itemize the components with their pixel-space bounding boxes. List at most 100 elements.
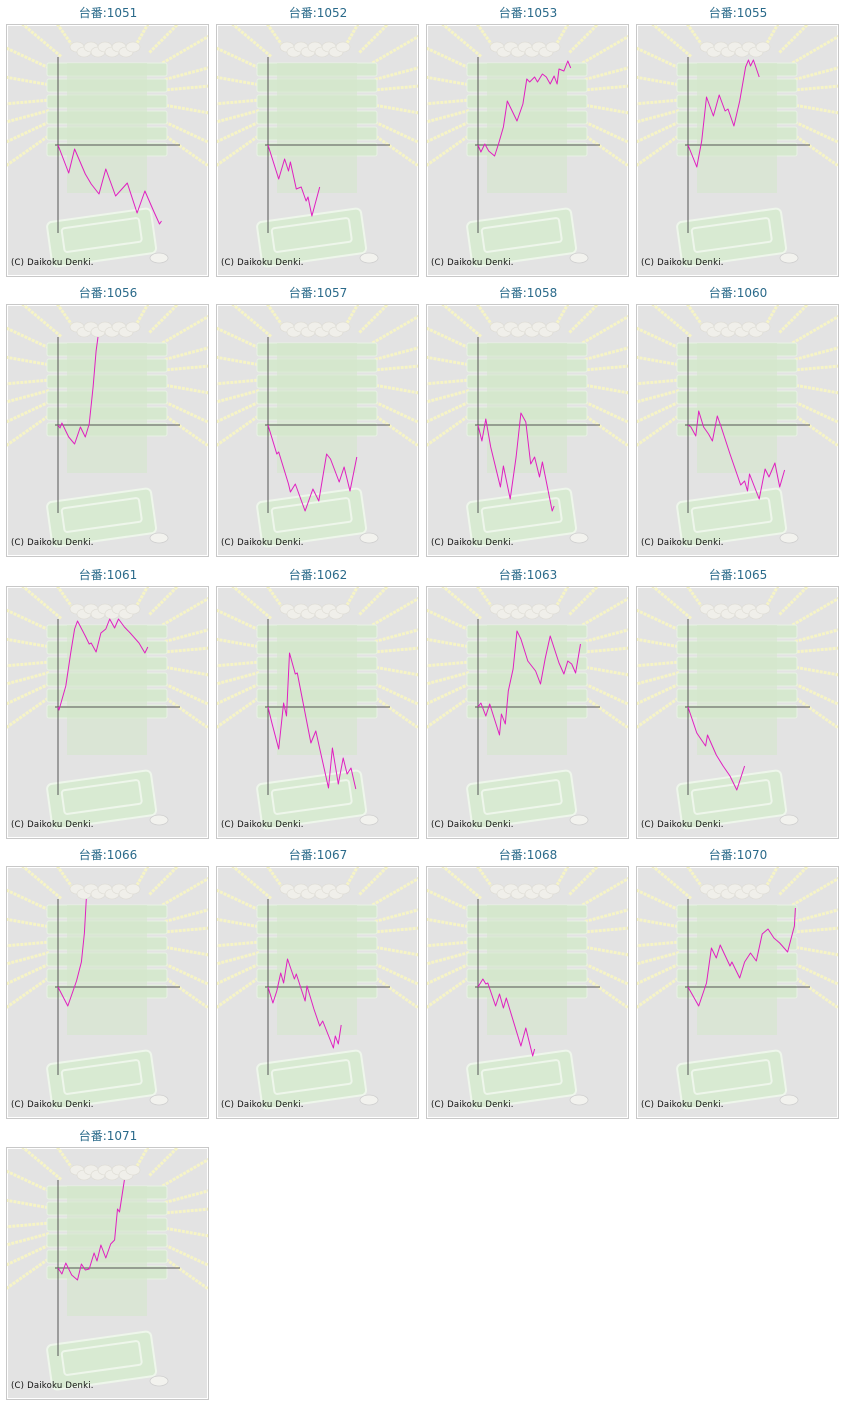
ray-icon: [231, 867, 273, 900]
machine-number-title[interactable]: 台番:1070: [708, 848, 768, 862]
machine-number-title[interactable]: 台番:1061: [78, 568, 138, 582]
ray-icon: [795, 665, 838, 677]
coin-icon: [149, 1375, 169, 1387]
coin-icon: [779, 814, 799, 826]
ray-icon: [7, 98, 48, 106]
slot-graph-card: 台番:1067 (C) Daikoku Denki.: [216, 842, 420, 1120]
machine-number-title[interactable]: 台番:1071: [78, 1129, 138, 1143]
ray-icon: [585, 103, 628, 115]
machine-number-title[interactable]: 台番:1053: [498, 6, 558, 20]
ray-icon: [160, 1241, 208, 1267]
ray-icon: [637, 951, 680, 966]
ray-icon: [427, 109, 470, 124]
machine-number-title[interactable]: 台番:1067: [288, 848, 348, 862]
machine-number-title[interactable]: 台番:1062: [288, 568, 348, 582]
ray-icon: [164, 908, 208, 923]
machine-number-title[interactable]: 台番:1060: [708, 286, 768, 300]
ray-icon: [795, 945, 838, 957]
background-illustration: [637, 305, 838, 548]
ray-icon: [637, 326, 684, 352]
ray-icon: [375, 103, 418, 115]
slot-graph-card: 台番:1053 (C) Daikoku Denki.: [426, 0, 630, 278]
ray-icon: [56, 25, 74, 47]
tray-icon: [46, 207, 158, 268]
ray-icon: [584, 908, 628, 923]
machine-number-title[interactable]: 台番:1055: [708, 6, 768, 20]
copyright-text: (C) Daikoku Denki.: [221, 820, 304, 830]
ray-icon: [165, 1226, 208, 1238]
ray-icon: [231, 25, 273, 58]
ray-icon: [375, 665, 418, 677]
machine-number-title[interactable]: 台番:1051: [78, 6, 138, 20]
ray-icon: [155, 690, 208, 730]
ray-icon: [7, 917, 49, 929]
ray-icon: [7, 1198, 49, 1210]
ray-icon: [637, 940, 678, 948]
ray-icon: [7, 1221, 48, 1229]
ray-icon: [370, 118, 418, 144]
machine-number-title[interactable]: 台番:1068: [498, 848, 558, 862]
ray-icon: [217, 960, 264, 986]
graph-panel: (C) Daikoku Denki.: [216, 24, 419, 277]
graph-panel: (C) Daikoku Denki.: [636, 866, 839, 1119]
ray-icon: [580, 118, 628, 144]
slot-graph-card: 台番:1062 (C) Daikoku Denki.: [216, 562, 420, 840]
background-illustration: [637, 25, 838, 268]
graph-panel: (C) Daikoku Denki.: [216, 866, 419, 1119]
machine-number-title[interactable]: 台番:1056: [78, 286, 138, 300]
machine-number-title[interactable]: 台番:1063: [498, 568, 558, 582]
copyright-text: (C) Daikoku Denki.: [641, 538, 724, 548]
ray-icon: [427, 951, 470, 966]
ray-icon: [578, 596, 628, 629]
ray-icon: [476, 25, 494, 47]
ray-icon: [796, 646, 838, 654]
tray-icon: [256, 207, 368, 268]
machine-number-title[interactable]: 台番:1057: [288, 286, 348, 300]
ray-icon: [788, 34, 838, 67]
ray-icon: [368, 34, 418, 67]
ray-icon: [794, 66, 838, 81]
tray-icon: [466, 769, 578, 830]
ray-icon: [7, 109, 50, 124]
tray-icon: [676, 1049, 788, 1110]
coin-icon: [149, 252, 169, 264]
ray-icon: [376, 926, 418, 934]
machine-number-title[interactable]: 台番:1065: [708, 568, 768, 582]
ray-icon: [7, 1232, 50, 1247]
ray-icon: [585, 383, 628, 395]
payout-graph: [637, 25, 838, 268]
ray-icon: [7, 389, 50, 404]
ray-icon: [166, 1207, 208, 1215]
tray-icon: [46, 769, 158, 830]
payout-graph: [217, 305, 418, 548]
ray-icon: [427, 608, 474, 634]
payout-graph: [637, 305, 838, 548]
slot-graph-card: 台番:1068 (C) Daikoku Denki.: [426, 842, 630, 1120]
ray-icon: [575, 408, 628, 448]
ray-icon: [217, 109, 260, 124]
ray-icon: [586, 646, 628, 654]
ray-icon: [796, 926, 838, 934]
ray-icon: [427, 389, 470, 404]
ray-icon: [266, 305, 284, 327]
ray-icon: [217, 888, 264, 914]
machine-number-title[interactable]: 台番:1052: [288, 6, 348, 20]
ray-icon: [266, 587, 284, 609]
ray-icon: [788, 314, 838, 347]
ray-icon: [166, 926, 208, 934]
ray-icon: [637, 118, 684, 144]
ray-icon: [785, 408, 838, 448]
machine-number-title[interactable]: 台番:1066: [78, 848, 138, 862]
graph-panel: (C) Daikoku Denki.: [216, 586, 419, 839]
ray-icon: [155, 970, 208, 1010]
ray-icon: [637, 960, 684, 986]
ray-icon: [7, 671, 50, 686]
ray-icon: [476, 305, 494, 327]
ray-icon: [374, 66, 418, 81]
ray-icon: [796, 84, 838, 92]
copyright-text: (C) Daikoku Denki.: [641, 1100, 724, 1110]
ray-icon: [778, 587, 810, 616]
ray-icon: [56, 1148, 74, 1170]
machine-number-title[interactable]: 台番:1058: [498, 286, 558, 300]
ray-icon: [585, 945, 628, 957]
